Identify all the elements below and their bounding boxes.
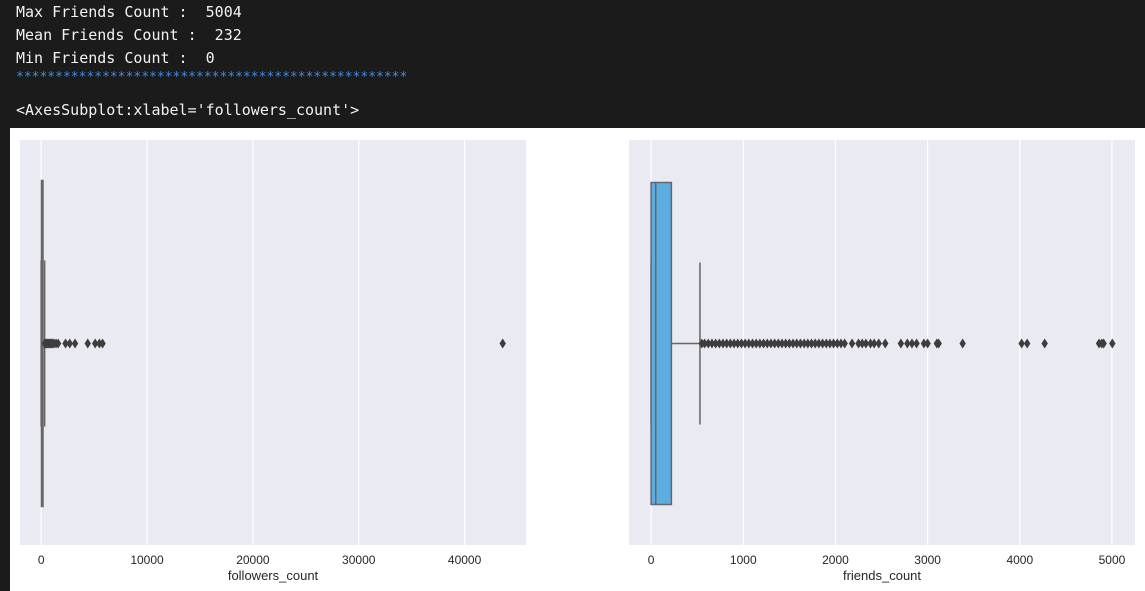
boxplot-figure: 0 10000 20000 30000 40000 followers_count 0 100… bbox=[20, 140, 1135, 583]
friends-outlier-point bbox=[749, 338, 756, 349]
friends-outlier-point bbox=[1023, 338, 1031, 349]
friends-outlier-point bbox=[1018, 338, 1025, 349]
friends-outlier-point bbox=[834, 338, 841, 349]
friends-outlier-point bbox=[734, 338, 741, 349]
friends-outlier-point bbox=[848, 338, 856, 349]
friends-outlier-point bbox=[913, 338, 920, 349]
friends-outlier-point bbox=[841, 338, 848, 349]
friends-outlier-point bbox=[837, 338, 845, 349]
console-separator: ****************************************… bbox=[16, 70, 408, 85]
friends-outlier-point bbox=[730, 338, 738, 349]
friends-outlier-point bbox=[935, 338, 942, 349]
friends-tick-label: 3000 bbox=[914, 553, 941, 567]
friends-outlier-point bbox=[764, 338, 771, 349]
friends-outlier-point bbox=[959, 338, 966, 349]
console-repr-line: <AxesSubplot:xlabel='followers_count'> bbox=[16, 101, 360, 119]
friends-outlier-point bbox=[875, 338, 882, 349]
friends-outlier-point bbox=[800, 338, 808, 349]
friends-outlier-point bbox=[904, 338, 911, 349]
followers-outlier-point bbox=[62, 338, 69, 349]
friends-outlier-point bbox=[826, 338, 834, 349]
friends-outlier-point bbox=[867, 338, 874, 349]
friends-outlier-point bbox=[855, 338, 862, 349]
friends-outlier-point bbox=[719, 338, 727, 349]
console-mean-line: Mean Friends Count : 232 bbox=[16, 26, 242, 44]
friends-outlier-point bbox=[797, 338, 804, 349]
friends-outlier-point bbox=[858, 338, 866, 349]
followers-outlier-point bbox=[54, 338, 62, 349]
friends-tick-label: 4000 bbox=[1006, 553, 1033, 567]
friends-outlier-point bbox=[782, 338, 789, 349]
friends-outlier-point bbox=[804, 338, 812, 349]
friends-outlier-point bbox=[708, 338, 716, 349]
console-output: Max Friends Count : 5004 Mean Friends Co… bbox=[0, 0, 1145, 128]
friends-outlier-point bbox=[712, 338, 719, 349]
friends-outlier-point bbox=[819, 338, 826, 349]
friends-tick-label: 0 bbox=[648, 553, 655, 567]
friends-tick-label: 2000 bbox=[822, 553, 849, 567]
figure-output: 0 10000 20000 30000 40000 followers_count 0 100… bbox=[10, 128, 1145, 591]
followers-outlier-point bbox=[99, 338, 106, 349]
friends-outlier-point bbox=[767, 338, 775, 349]
friends-box bbox=[650, 181, 673, 506]
followers-outlier-point bbox=[71, 338, 79, 349]
friends-outlier-point bbox=[815, 338, 823, 349]
friends-outlier-point bbox=[738, 338, 745, 349]
friends-outlier-point bbox=[771, 338, 778, 349]
friends-outlier-point bbox=[811, 338, 819, 349]
friends-outlier-point bbox=[727, 338, 734, 349]
friends-outlier-point bbox=[793, 338, 800, 349]
friends-outlier-point bbox=[1109, 338, 1116, 349]
friends-outlier-point bbox=[752, 338, 760, 349]
friends-outlier-point bbox=[723, 338, 730, 349]
friends-outlier-point bbox=[778, 338, 786, 349]
friends-outlier-point bbox=[808, 338, 815, 349]
friends-outlier-point bbox=[716, 338, 723, 349]
followers-outlier-point bbox=[499, 338, 506, 349]
friends-axis-label: friends_count bbox=[843, 568, 921, 583]
friends-tick-label: 1000 bbox=[730, 553, 757, 567]
friends-outlier-point bbox=[830, 338, 837, 349]
followers-tick-label: 20000 bbox=[236, 553, 270, 567]
friends-outlier-point bbox=[786, 338, 793, 349]
followers-outlier-point bbox=[66, 338, 73, 349]
friends-outlier-point bbox=[1100, 338, 1107, 349]
friends-outlier-point bbox=[701, 338, 708, 349]
console-max-line: Max Friends Count : 5004 bbox=[16, 3, 242, 21]
friends-outlier-point bbox=[897, 338, 905, 349]
friends-outlier-point bbox=[1041, 338, 1048, 349]
followers-axis-label: followers_count bbox=[228, 568, 319, 583]
friends-outlier-point bbox=[775, 338, 782, 349]
friends-outlier-point bbox=[789, 338, 797, 349]
followers-outlier-point bbox=[84, 338, 91, 349]
friends-outlier-point bbox=[741, 338, 749, 349]
friends-outlier-point bbox=[908, 338, 916, 349]
friends-tick-label: 5000 bbox=[1099, 553, 1126, 567]
friends-outlier-point bbox=[924, 338, 931, 349]
followers-tick-label: 30000 bbox=[342, 553, 376, 567]
friends-outlier-point bbox=[760, 338, 767, 349]
friends-outlier-point bbox=[756, 338, 764, 349]
friends-outlier-point bbox=[882, 338, 889, 349]
friends-outlier-point bbox=[823, 338, 830, 349]
followers-tick-label: 10000 bbox=[130, 553, 164, 567]
friends-outlier-point bbox=[870, 338, 878, 349]
friends-outlier-point bbox=[745, 338, 753, 349]
console-min-line: Min Friends Count : 0 bbox=[16, 49, 215, 67]
followers-outlier-point bbox=[91, 338, 99, 349]
followers-tick-label: 40000 bbox=[448, 553, 482, 567]
friends-outlier-point bbox=[862, 338, 870, 349]
friends-outlier-point bbox=[920, 338, 928, 349]
friends-outlier-point bbox=[705, 338, 712, 349]
followers-tick-label: 0 bbox=[38, 553, 45, 567]
